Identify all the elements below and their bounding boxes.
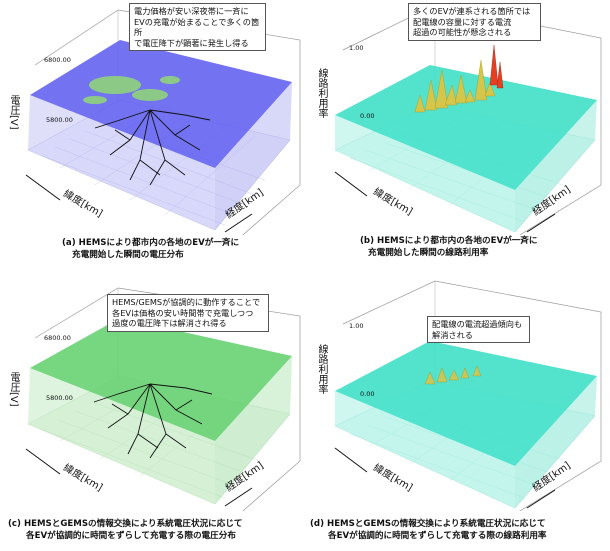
z-tick-bottom-d: 0.00: [360, 390, 375, 398]
z-axis-label-b: 線路利用率: [316, 68, 327, 118]
caption-b: (b) HEMSにより都市内の各地のEVが一斉に 充電開始した瞬間の線路利用率: [360, 236, 538, 258]
panel-c: 電圧[V] 6800.00 5800.00 緯度[km] 経度[km] HEMS…: [0, 276, 305, 551]
caption-c: (c) HEMSとGEMSの情報交換により系統電圧状況に応じて 各EVが協調的に時…: [8, 519, 243, 541]
callout-a: 電力価格が安い深夜帯に一斉に EVの充電が始まることで多くの箇所 で電圧降下が顕著に…: [129, 3, 266, 51]
z-tick-bottom-b: 0.00: [360, 112, 375, 120]
voltage-plot-a: [25, 9, 301, 235]
callout-c: HEMS/GEMSが協調的に動作することで 各EVは価格の安い時間帯で充電しつつ過…: [107, 294, 269, 332]
z-axis-label-d: 線路利用率: [316, 344, 327, 394]
z-tick-bottom-a: 5800.00: [46, 116, 73, 124]
callout-b: 多くのEVが連系される箇所では 配電線の容量に対する電流 超過の可能性が懸念される: [408, 3, 541, 41]
z-axis-label-c: 電圧[V]: [8, 372, 19, 407]
z-tick-top-d: 1.00: [349, 322, 364, 330]
panel-a: 電圧[V] 6800.00 5800.00 緯度[km] 経度[km] 電力価格…: [0, 0, 305, 276]
utilization-plot-b: [334, 4, 602, 235]
caption-d: (d) HEMSとGEMSの情報交換により系統電圧状況に応じて 各EVが協調的に時…: [310, 519, 547, 541]
z-axis-label-a: 電圧[V]: [8, 95, 19, 130]
z-tick-top-a: 6800.00: [44, 56, 71, 64]
callout-d: 配電線の電流超過傾向も 解消される: [427, 316, 530, 343]
z-tick-top-c: 6800.00: [44, 334, 71, 342]
panel-d: 線路利用率 1.00 0.00 緯度[km] 経度[km] 配電線の電流超過傾向…: [305, 276, 610, 551]
z-tick-top-b: 1.00: [349, 44, 364, 52]
caption-a: (a) HEMSにより都市内の各地のEVが一斉に 充電開始した瞬間の電圧分布: [62, 238, 240, 260]
voltage-plot-c: [25, 287, 301, 511]
z-tick-bottom-c: 5800.00: [46, 394, 73, 402]
utilization-plot-d: [334, 280, 602, 511]
panel-b: 線路利用率 1.00 0.00 緯度[km] 経度[km] 多くのEVが連系され…: [305, 0, 610, 276]
